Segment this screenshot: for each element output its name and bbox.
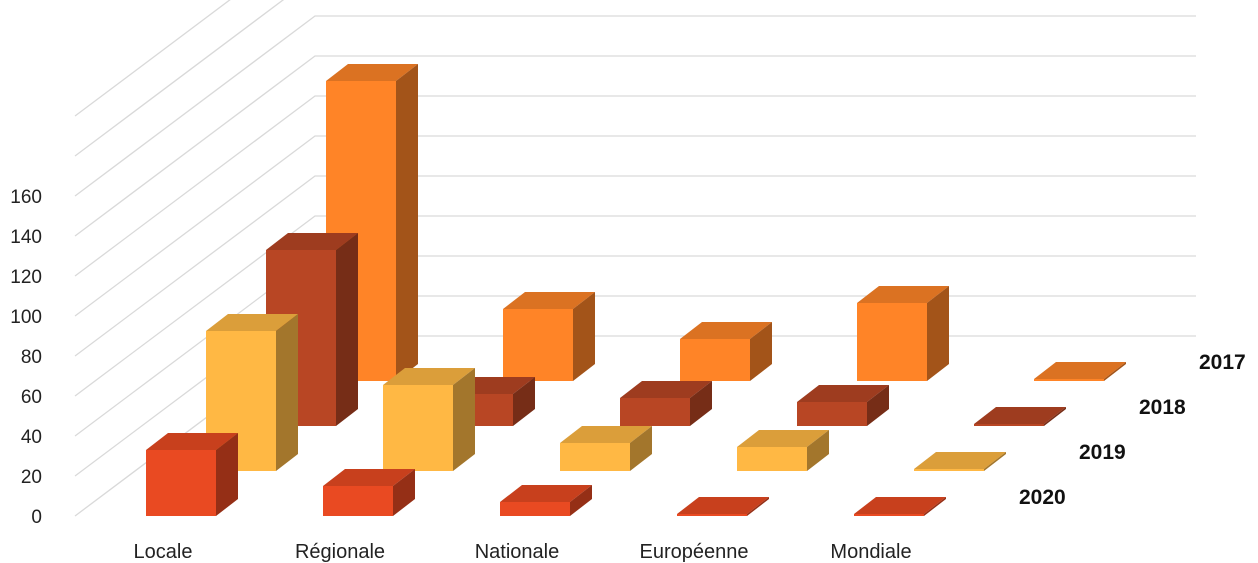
category-label: Régionale — [295, 541, 385, 563]
y-tick-label: 140 — [10, 227, 42, 248]
y-tick-label: 40 — [21, 427, 42, 448]
series-labels: 2017 2018 2019 2020 — [1019, 351, 1246, 509]
category-label: Locale — [134, 541, 193, 563]
gridline — [74, 215, 1196, 397]
bar — [854, 497, 946, 516]
y-tick-label: 60 — [21, 387, 42, 408]
bar — [680, 322, 772, 381]
y-tick-label: 0 — [31, 507, 42, 528]
gridlines — [74, 0, 1196, 517]
y-tick-label: 100 — [10, 307, 42, 328]
bar — [146, 433, 238, 516]
series-label: 2017 — [1199, 351, 1246, 374]
bar — [323, 469, 415, 516]
bar — [797, 385, 889, 426]
bar — [620, 381, 712, 426]
bar — [503, 292, 595, 381]
bar — [1034, 362, 1126, 381]
bar — [857, 286, 949, 381]
gridline — [74, 55, 1196, 237]
gridline — [74, 15, 1196, 197]
y-tick-label: 160 — [10, 187, 42, 208]
bar — [974, 407, 1066, 426]
gridline — [74, 175, 1196, 357]
category-label: Européenne — [640, 541, 749, 563]
y-tick-label: 20 — [21, 467, 42, 488]
bar — [677, 497, 769, 516]
y-tick-label: 80 — [21, 347, 42, 368]
gridline — [74, 135, 1196, 317]
category-label: Mondiale — [830, 541, 911, 563]
series-label: 2019 — [1079, 441, 1126, 464]
bar — [500, 485, 592, 516]
bars — [146, 64, 1126, 516]
gridline — [74, 95, 1196, 277]
gridline — [74, 0, 285, 157]
series-label: 2020 — [1019, 486, 1066, 509]
series-label: 2018 — [1139, 396, 1186, 419]
bar — [383, 368, 475, 471]
gridline — [74, 0, 231, 117]
bar — [560, 426, 652, 471]
y-axis-ticks: 0 20 40 60 80 100 120 140 160 — [10, 187, 42, 528]
y-tick-label: 120 — [10, 267, 42, 288]
bar — [737, 430, 829, 471]
bar — [914, 452, 1006, 471]
category-label: Nationale — [475, 541, 560, 563]
category-labels: Locale Régionale Nationale Européenne Mondia… — [134, 541, 912, 563]
